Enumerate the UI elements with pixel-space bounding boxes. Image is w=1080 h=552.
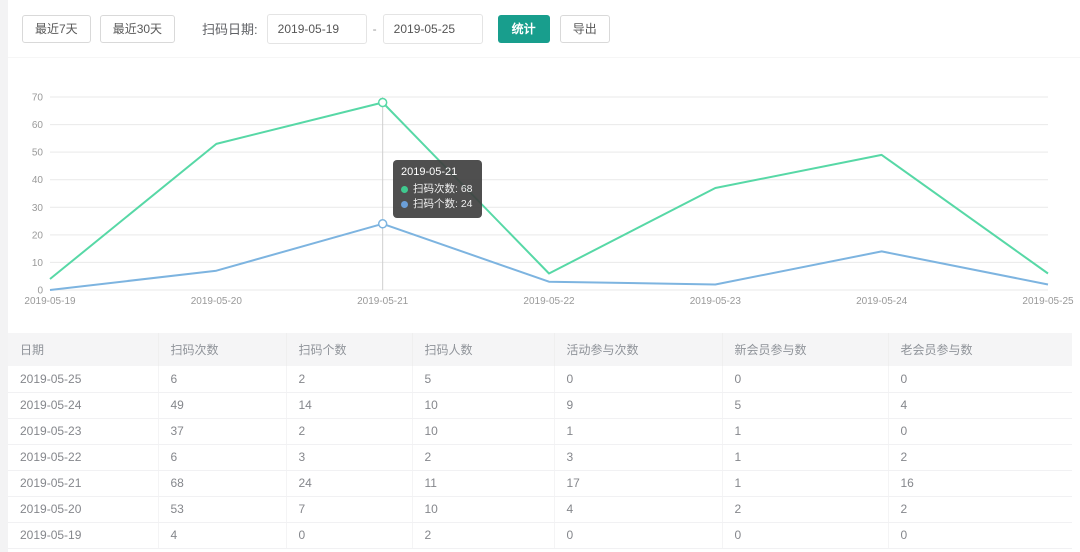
toolbar: 最近7天 最近30天 扫码日期: - 统计 导出 xyxy=(8,0,1080,58)
x-tick-label: 2019-05-20 xyxy=(191,296,243,307)
table-cell: 2019-05-20 xyxy=(8,496,159,523)
table-header-cell: 新会员参与数 xyxy=(722,333,889,366)
date-range-separator: - xyxy=(372,21,377,36)
table-cell: 1 xyxy=(554,418,723,445)
table-header-row: 日期 扫码次数 扫码个数 扫码人数 活动参与次数 新会员参与数 老会员参与数 xyxy=(8,333,1072,366)
hover-marker-1 xyxy=(377,219,388,229)
y-tick-label: 20 xyxy=(32,230,44,241)
table-cell: 4 xyxy=(888,392,1072,419)
data-table: 日期 扫码次数 扫码个数 扫码人数 活动参与次数 新会员参与数 老会员参与数 2019-05… xyxy=(8,333,1072,549)
table-cell: 24 xyxy=(286,470,413,497)
table-cell: 16 xyxy=(888,470,1072,497)
statistics-button[interactable]: 统计 xyxy=(497,14,550,43)
table-cell: 0 xyxy=(722,522,889,549)
table-cell: 10 xyxy=(412,418,555,445)
table-cell: 17 xyxy=(554,470,723,497)
table-row: 2019-05-24 49 14 10 9 5 4 xyxy=(8,392,1072,419)
table-cell: 0 xyxy=(554,522,723,549)
y-tick-label: 10 xyxy=(32,258,44,269)
table-cell: 0 xyxy=(554,366,723,393)
table-cell: 4 xyxy=(158,522,287,549)
y-tick-label: 30 xyxy=(32,203,44,214)
table-body: 2019-05-25 6 2 5 0 0 0 2019-05-24 49 14 10 9 5 4 2019-… xyxy=(8,366,1072,549)
table-cell: 0 xyxy=(722,366,889,393)
table-header-cell: 日期 xyxy=(8,333,159,366)
table-row: 2019-05-23 37 2 10 1 1 0 xyxy=(8,418,1072,445)
table-cell: 2019-05-21 xyxy=(8,470,159,497)
date-to-input[interactable] xyxy=(382,13,483,44)
table-cell: 1 xyxy=(722,418,889,445)
table-cell: 68 xyxy=(158,470,287,497)
table-row: 2019-05-21 68 24 11 17 1 16 xyxy=(8,470,1072,497)
table-cell: 2019-05-23 xyxy=(8,418,159,445)
table-cell: 2019-05-22 xyxy=(8,444,159,471)
series-line-0 xyxy=(49,101,1049,280)
x-tick-label: 2019-05-25 xyxy=(1022,296,1074,307)
table-cell: 0 xyxy=(888,366,1072,393)
date-from-input[interactable] xyxy=(266,13,367,44)
table-cell: 5 xyxy=(722,392,889,419)
x-tick-label: 2019-05-19 xyxy=(24,296,76,307)
table-cell: 7 xyxy=(286,496,413,523)
table-cell: 1 xyxy=(722,444,889,471)
y-tick-label: 60 xyxy=(32,120,44,131)
table-cell: 2 xyxy=(412,522,555,549)
scan-date-label: 扫码日期: xyxy=(202,22,258,37)
table-header-cell: 活动参与次数 xyxy=(554,333,723,366)
table-cell: 2 xyxy=(888,496,1072,523)
y-tick-label: 0 xyxy=(37,286,43,297)
series-line-1 xyxy=(49,222,1049,291)
y-tick-label: 40 xyxy=(32,175,44,186)
export-button[interactable]: 导出 xyxy=(559,14,610,43)
table-row: 2019-05-25 6 2 5 0 0 0 xyxy=(8,366,1072,393)
y-tick-label: 70 xyxy=(32,93,44,104)
table-row: 2019-05-19 4 0 2 0 0 0 xyxy=(8,522,1072,549)
line-chart-svg: 0 10 20 30 40 50 60 70 2019-05-19 2019-05-20 2019-… xyxy=(24,93,1074,308)
table-cell: 2019-05-25 xyxy=(8,366,159,393)
table-cell: 49 xyxy=(158,392,287,419)
table-row: 2019-05-20 53 7 10 4 2 2 xyxy=(8,496,1072,523)
table-cell: 2019-05-19 xyxy=(8,522,159,549)
table-cell: 5 xyxy=(412,366,555,393)
table-cell: 2 xyxy=(286,366,413,393)
table-cell: 9 xyxy=(554,392,723,419)
table-header-cell: 扫码人数 xyxy=(412,333,555,366)
y-tick-label: 50 xyxy=(32,148,44,159)
table-cell: 2 xyxy=(888,444,1072,471)
x-tick-label: 2019-05-23 xyxy=(690,296,742,307)
table-cell: 2 xyxy=(412,444,555,471)
table-cell: 11 xyxy=(412,470,555,497)
line-chart[interactable]: 0 10 20 30 40 50 60 70 2019-05-19 2019-05-20 2019-… xyxy=(0,60,1080,312)
table-cell: 6 xyxy=(158,444,287,471)
hover-marker-0 xyxy=(377,97,388,108)
table-cell: 1 xyxy=(722,470,889,497)
x-tick-label: 2019-05-22 xyxy=(523,296,575,307)
table-cell: 37 xyxy=(158,418,287,445)
x-tick-label: 2019-05-24 xyxy=(856,296,908,307)
page-left-gutter xyxy=(0,0,8,552)
table-cell: 3 xyxy=(286,444,413,471)
table-cell: 2019-05-24 xyxy=(8,392,159,419)
table-cell: 0 xyxy=(286,522,413,549)
x-tick-label: 2019-05-21 xyxy=(357,296,409,307)
last-7-days-button[interactable]: 最近7天 xyxy=(22,14,91,43)
table-cell: 14 xyxy=(286,392,413,419)
data-table-wrap: 日期 扫码次数 扫码个数 扫码人数 活动参与次数 新会员参与数 老会员参与数 2019-05… xyxy=(8,333,1072,552)
table-header-cell: 老会员参与数 xyxy=(900,343,973,357)
table-cell: 2 xyxy=(722,496,889,523)
table-cell: 3 xyxy=(554,444,723,471)
table-cell: 0 xyxy=(888,418,1072,445)
table-row: 2019-05-22 6 3 2 3 1 2 xyxy=(8,444,1072,471)
table-cell: 10 xyxy=(412,496,555,523)
last-30-days-button[interactable]: 最近30天 xyxy=(99,14,176,43)
table-cell: 53 xyxy=(158,496,287,523)
table-cell: 6 xyxy=(158,366,287,393)
table-cell: 4 xyxy=(554,496,723,523)
table-header-cell: 扫码次数 xyxy=(158,333,287,366)
table-cell: 10 xyxy=(412,392,555,419)
table-header-cell: 扫码个数 xyxy=(286,333,413,366)
table-cell: 0 xyxy=(888,522,1072,549)
table-cell: 2 xyxy=(286,418,413,445)
